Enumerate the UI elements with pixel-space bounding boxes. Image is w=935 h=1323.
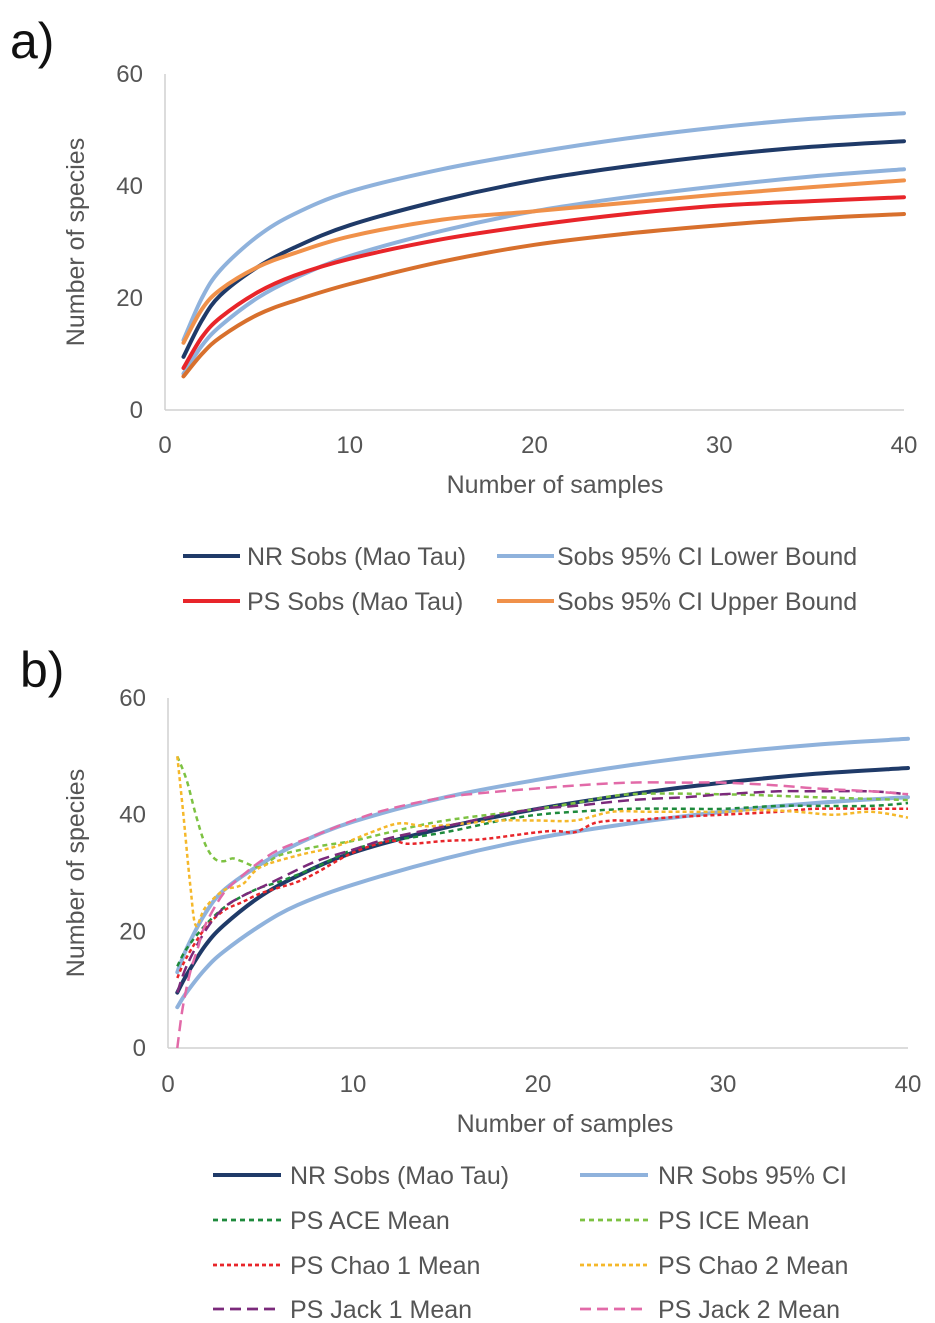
series-line-sobs-95-ci-lower-bound (181, 111, 906, 342)
series-line-nr-sobs-95-ci (175, 736, 910, 975)
legend-label-chao1: PS Chao 1 Mean (290, 1252, 480, 1280)
y-tick-label: 0 (130, 397, 143, 424)
panel-b-chart: b) 0 20 40 60 0 10 20 30 40 Number of samples N… (20, 642, 921, 1323)
y-tick-label: 0 (133, 1035, 146, 1062)
legend-label-nr-sobs: NR Sobs (Mao Tau) (247, 543, 466, 571)
x-tick-label: 40 (891, 432, 918, 459)
series-line-ps-ice-mean (176, 755, 909, 869)
x-tick-label: 10 (336, 432, 363, 459)
x-tick-label: 0 (158, 432, 171, 459)
x-tick-label: 20 (525, 1071, 552, 1098)
panel-a-x-axis-title: Number of samples (447, 471, 664, 499)
y-tick-label: 40 (116, 173, 143, 200)
legend-label-jack1: PS Jack 1 Mean (290, 1296, 472, 1323)
panel-a-chart: a) 0 20 40 60 0 10 20 30 40 Number of samples N… (10, 13, 917, 616)
legend-label-jack2: PS Jack 2 Mean (658, 1296, 840, 1323)
x-tick-label: 40 (895, 1071, 922, 1098)
y-tick-label: 20 (116, 285, 143, 312)
series-line-nr-sobs-mao-tau (175, 766, 910, 995)
panel-b-legend: NR Sobs (Mao Tau) NR Sobs 95% CI PS ACE … (213, 1162, 848, 1323)
legend-label-nr-sobs-b: NR Sobs (Mao Tau) (290, 1162, 509, 1190)
legend-label-chao2: PS Chao 2 Mean (658, 1252, 848, 1280)
legend-label-ace: PS ACE Mean (290, 1207, 450, 1235)
series-line-ps-sobs-mao-tau (181, 195, 906, 370)
x-tick-label: 0 (161, 1071, 174, 1098)
y-tick-label: 60 (119, 685, 146, 712)
y-tick-label: 20 (119, 918, 146, 945)
legend-label-ci-lower: Sobs 95% CI Lower Bound (557, 543, 857, 571)
panel-a-y-axis-title: Number of species (62, 138, 90, 346)
x-tick-label: 30 (706, 432, 733, 459)
series-line-ci-bound-5 (181, 212, 906, 379)
panel-b-x-axis-title: Number of samples (457, 1110, 674, 1138)
panel-a-legend: NR Sobs (Mao Tau) Sobs 95% CI Lower Boun… (183, 543, 857, 616)
legend-label-nr-ci: NR Sobs 95% CI (658, 1162, 847, 1190)
series-line-ps-ace-mean (176, 801, 909, 967)
y-tick-label: 60 (116, 61, 143, 88)
series-line-nr-sobs-mao-tau (181, 139, 906, 359)
panel-b-y-axis-title: Number of species (62, 769, 90, 977)
series-line-ci-bound-2 (181, 167, 906, 376)
legend-label-ps-sobs: PS Sobs (Mao Tau) (247, 588, 463, 616)
y-tick-label: 40 (119, 802, 146, 829)
x-tick-label: 20 (521, 432, 548, 459)
series-line-ps-chao-1-mean (176, 807, 908, 979)
legend-label-ci-upper: Sobs 95% CI Upper Bound (557, 588, 857, 616)
series-line-sobs-95-ci-upper-bound (181, 178, 906, 345)
series-line-ps-chao-2-mean (176, 756, 909, 928)
x-tick-label: 10 (340, 1071, 367, 1098)
series-line-ps-jack-2-mean (176, 781, 909, 1049)
panel-b-label: b) (20, 642, 64, 698)
panel-a-label: a) (10, 13, 54, 69)
x-tick-label: 30 (710, 1071, 737, 1098)
series-line-ps-jack-1-mean (176, 789, 909, 994)
series-line-ci-bound-2 (175, 795, 910, 1010)
legend-label-ice: PS ICE Mean (658, 1207, 809, 1235)
